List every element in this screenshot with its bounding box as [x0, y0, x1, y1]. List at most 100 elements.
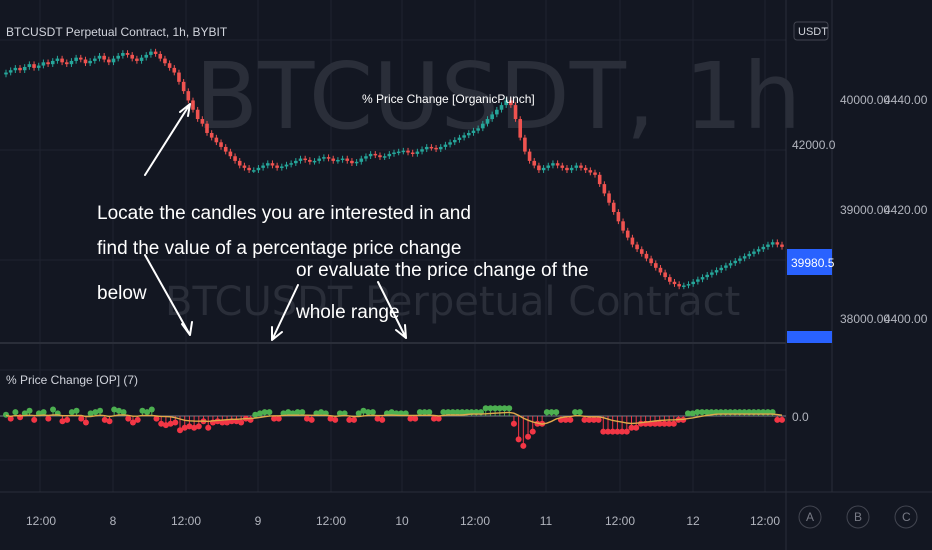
candle[interactable] — [724, 265, 728, 268]
indicator-dot[interactable] — [59, 418, 66, 425]
candle[interactable] — [462, 135, 466, 138]
candle[interactable] — [700, 277, 705, 280]
indicator-dot[interactable] — [158, 420, 165, 427]
candle[interactable] — [551, 163, 555, 166]
indicator-dot[interactable] — [308, 416, 315, 423]
candle[interactable] — [270, 163, 275, 166]
indicator-dot[interactable] — [656, 420, 663, 427]
candle[interactable] — [719, 267, 724, 271]
candle[interactable] — [616, 212, 621, 222]
candle[interactable] — [153, 51, 158, 54]
candle[interactable] — [705, 274, 710, 278]
candle[interactable] — [237, 160, 242, 166]
indicator-dot[interactable] — [238, 419, 245, 426]
candle[interactable] — [663, 272, 667, 278]
candle[interactable] — [485, 119, 490, 124]
indicator-dot[interactable] — [412, 415, 419, 422]
indicator-dot[interactable] — [548, 409, 555, 416]
indicator-dot[interactable] — [303, 415, 310, 422]
candle[interactable] — [345, 158, 350, 161]
candle[interactable] — [635, 244, 639, 250]
indicator-dot[interactable] — [600, 428, 607, 435]
indicator-dot[interactable] — [445, 409, 452, 416]
indicator-dot[interactable] — [144, 409, 151, 416]
candle[interactable] — [378, 155, 382, 158]
indicator-dot[interactable] — [162, 422, 169, 429]
indicator-dot[interactable] — [510, 420, 517, 427]
indicator-dot[interactable] — [332, 416, 339, 423]
indicator-dot[interactable] — [346, 416, 353, 423]
indicator-dot[interactable] — [779, 416, 785, 423]
candle[interactable] — [8, 70, 13, 73]
candle[interactable] — [653, 263, 658, 268]
indicator-dot[interactable] — [7, 415, 14, 422]
indicator-dot[interactable] — [115, 407, 122, 414]
indicator-dot[interactable] — [708, 409, 715, 416]
candle[interactable] — [172, 67, 177, 73]
indicator-dot[interactable] — [407, 415, 414, 422]
indicator-dot[interactable] — [699, 409, 706, 416]
candle[interactable] — [630, 237, 635, 245]
candle[interactable] — [93, 58, 97, 61]
indicator-dot[interactable] — [430, 415, 437, 422]
candle[interactable] — [97, 55, 102, 59]
indicator-dot[interactable] — [369, 409, 376, 416]
indicator-dot[interactable] — [177, 427, 184, 434]
candle[interactable] — [443, 144, 448, 147]
indicator-dot[interactable] — [82, 419, 89, 426]
indicator-dot[interactable] — [205, 424, 212, 431]
candle[interactable] — [672, 281, 677, 285]
candle[interactable] — [41, 62, 46, 66]
indicator-dot[interactable] — [50, 406, 57, 413]
candle[interactable] — [139, 57, 144, 61]
candle[interactable] — [686, 284, 691, 286]
indicator-dot[interactable] — [261, 409, 268, 416]
candle[interactable] — [22, 66, 27, 71]
indicator-dot[interactable] — [581, 416, 588, 423]
indicator-dot[interactable] — [374, 415, 381, 422]
candle[interactable] — [125, 53, 130, 55]
candle[interactable] — [438, 146, 443, 150]
indicator-dot[interactable] — [774, 416, 781, 423]
indicator-dot[interactable] — [351, 416, 358, 423]
indicator-dot[interactable] — [525, 433, 532, 440]
candle[interactable] — [710, 272, 714, 275]
candle[interactable] — [518, 119, 523, 138]
candle[interactable] — [504, 100, 508, 106]
candle[interactable] — [476, 128, 480, 131]
pane-button-c[interactable]: C — [894, 505, 918, 529]
candle[interactable] — [588, 170, 593, 173]
candle[interactable] — [83, 59, 88, 64]
candle[interactable] — [78, 57, 83, 60]
candle[interactable] — [509, 100, 513, 106]
candle[interactable] — [298, 158, 303, 161]
candle[interactable] — [607, 193, 611, 203]
indicator-dot[interactable] — [435, 415, 442, 422]
indicator-dot[interactable] — [689, 410, 696, 417]
indicator-dot[interactable] — [219, 419, 226, 426]
candle[interactable] — [513, 105, 518, 120]
candle[interactable] — [46, 62, 50, 65]
candle[interactable] — [770, 242, 775, 245]
candle[interactable] — [251, 170, 256, 172]
candle[interactable] — [625, 230, 630, 238]
indicator-dot[interactable] — [623, 428, 630, 435]
indicator-dot[interactable] — [195, 423, 202, 430]
indicator-dot[interactable] — [40, 409, 47, 416]
candle[interactable] — [658, 267, 663, 273]
candle[interactable] — [780, 244, 784, 247]
candle[interactable] — [583, 167, 588, 171]
candle[interactable] — [107, 59, 111, 63]
candle[interactable] — [350, 160, 354, 164]
candle[interactable] — [733, 260, 738, 264]
candle[interactable] — [761, 246, 766, 250]
candle[interactable] — [247, 167, 251, 171]
candle[interactable] — [219, 142, 223, 147]
candle[interactable] — [738, 258, 742, 261]
candle[interactable] — [499, 105, 504, 110]
indicator-dot[interactable] — [459, 409, 466, 416]
candle[interactable] — [639, 249, 644, 254]
indicator-dot[interactable] — [191, 424, 198, 431]
candle[interactable] — [167, 63, 172, 68]
indicator-dot[interactable] — [299, 409, 306, 416]
